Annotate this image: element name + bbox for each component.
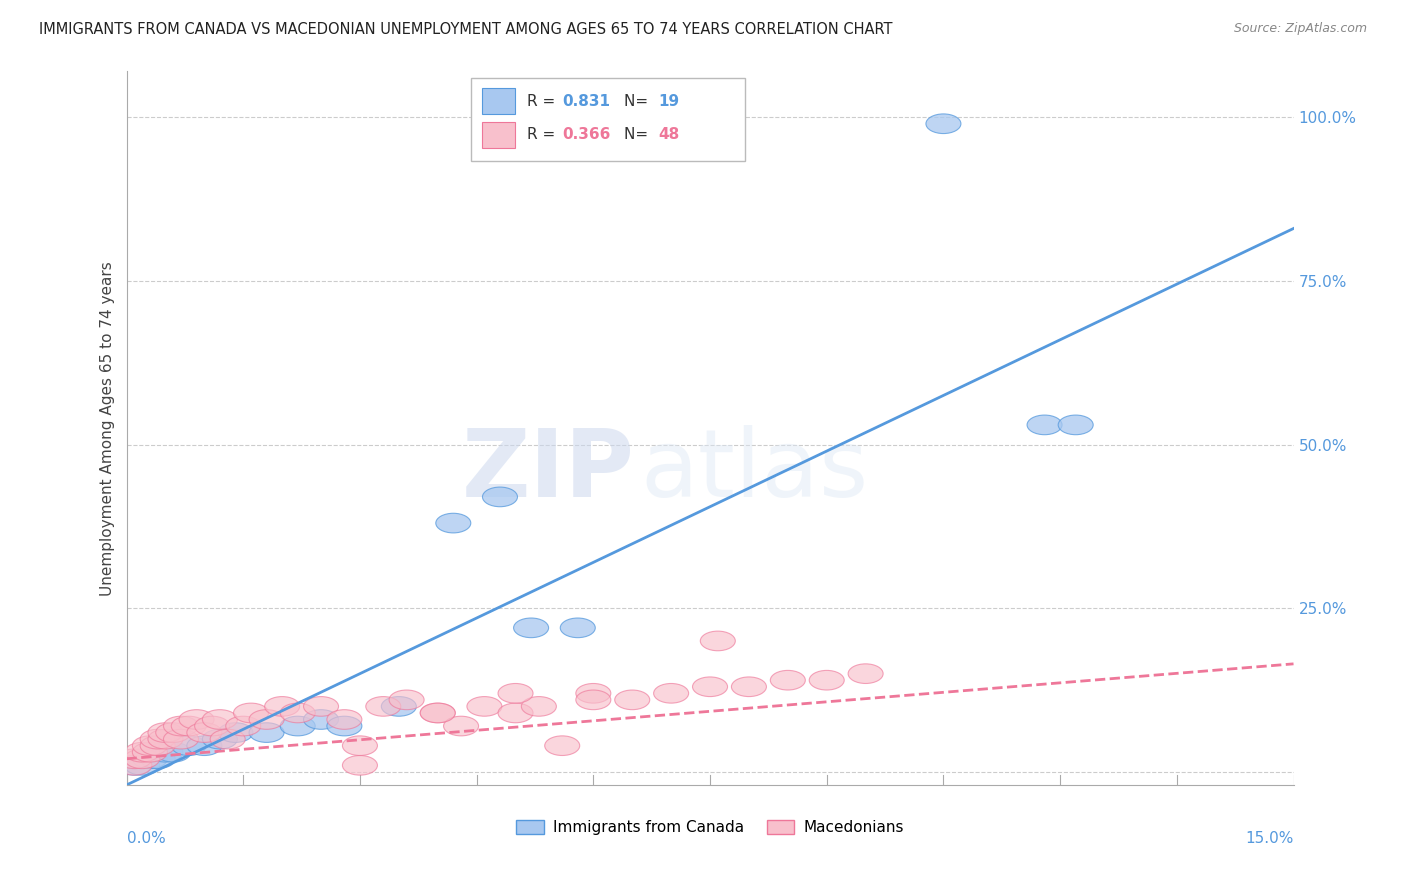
Text: 48: 48 (658, 128, 681, 143)
Ellipse shape (731, 677, 766, 697)
Ellipse shape (209, 730, 245, 749)
Ellipse shape (163, 730, 198, 749)
Ellipse shape (513, 618, 548, 638)
Ellipse shape (522, 697, 557, 716)
Ellipse shape (443, 716, 478, 736)
Ellipse shape (233, 703, 269, 723)
Text: atlas: atlas (640, 425, 869, 517)
FancyBboxPatch shape (482, 88, 515, 114)
Ellipse shape (226, 716, 260, 736)
Ellipse shape (218, 723, 253, 742)
Ellipse shape (560, 618, 595, 638)
Ellipse shape (420, 703, 456, 723)
Ellipse shape (141, 736, 176, 756)
Ellipse shape (125, 742, 160, 762)
Ellipse shape (202, 710, 238, 730)
Ellipse shape (1059, 415, 1094, 434)
Ellipse shape (693, 677, 727, 697)
Ellipse shape (498, 703, 533, 723)
Ellipse shape (125, 749, 160, 769)
Ellipse shape (132, 749, 167, 769)
Ellipse shape (132, 742, 167, 762)
Ellipse shape (810, 671, 844, 690)
Ellipse shape (389, 690, 425, 710)
Ellipse shape (576, 690, 610, 710)
Ellipse shape (304, 710, 339, 730)
Ellipse shape (467, 697, 502, 716)
Ellipse shape (264, 697, 299, 716)
Ellipse shape (304, 697, 339, 716)
Ellipse shape (482, 487, 517, 507)
Legend: Immigrants from Canada, Macedonians: Immigrants from Canada, Macedonians (510, 814, 910, 841)
Text: R =: R = (527, 128, 560, 143)
Text: R =: R = (527, 94, 560, 109)
Text: 19: 19 (658, 94, 681, 109)
Ellipse shape (179, 710, 214, 730)
Ellipse shape (117, 756, 152, 775)
Y-axis label: Unemployment Among Ages 65 to 74 years: Unemployment Among Ages 65 to 74 years (100, 260, 115, 596)
Ellipse shape (366, 697, 401, 716)
Text: 0.366: 0.366 (562, 128, 610, 143)
Text: 15.0%: 15.0% (1246, 831, 1294, 847)
Ellipse shape (343, 736, 377, 756)
Ellipse shape (381, 697, 416, 716)
Ellipse shape (202, 730, 238, 749)
Ellipse shape (187, 723, 222, 742)
Ellipse shape (148, 730, 183, 749)
Ellipse shape (770, 671, 806, 690)
Text: N=: N= (624, 128, 652, 143)
Ellipse shape (498, 683, 533, 703)
FancyBboxPatch shape (482, 122, 515, 148)
Ellipse shape (148, 723, 183, 742)
Ellipse shape (156, 723, 191, 742)
Ellipse shape (163, 716, 198, 736)
Ellipse shape (326, 716, 361, 736)
Ellipse shape (141, 730, 176, 749)
Ellipse shape (848, 664, 883, 683)
Ellipse shape (326, 710, 361, 730)
Text: ZIP: ZIP (461, 425, 634, 517)
Ellipse shape (614, 690, 650, 710)
Text: 0.0%: 0.0% (127, 831, 166, 847)
Ellipse shape (280, 703, 315, 723)
Ellipse shape (172, 736, 207, 756)
Ellipse shape (172, 716, 207, 736)
Ellipse shape (117, 749, 152, 769)
Ellipse shape (249, 723, 284, 742)
Ellipse shape (420, 703, 456, 723)
Ellipse shape (576, 683, 610, 703)
Ellipse shape (117, 756, 152, 775)
Text: 0.831: 0.831 (562, 94, 610, 109)
Ellipse shape (125, 756, 160, 775)
Ellipse shape (436, 513, 471, 533)
Ellipse shape (148, 742, 183, 762)
Ellipse shape (280, 716, 315, 736)
Ellipse shape (187, 736, 222, 756)
Text: IMMIGRANTS FROM CANADA VS MACEDONIAN UNEMPLOYMENT AMONG AGES 65 TO 74 YEARS CORR: IMMIGRANTS FROM CANADA VS MACEDONIAN UNE… (39, 22, 893, 37)
Ellipse shape (132, 736, 167, 756)
Ellipse shape (654, 683, 689, 703)
Text: N=: N= (624, 94, 652, 109)
Text: Source: ZipAtlas.com: Source: ZipAtlas.com (1233, 22, 1367, 36)
Ellipse shape (700, 632, 735, 651)
Ellipse shape (141, 749, 176, 769)
Ellipse shape (927, 114, 960, 134)
FancyBboxPatch shape (471, 78, 745, 161)
Ellipse shape (343, 756, 377, 775)
Ellipse shape (544, 736, 579, 756)
Ellipse shape (194, 716, 229, 736)
Ellipse shape (1026, 415, 1062, 434)
Ellipse shape (156, 742, 191, 762)
Ellipse shape (249, 710, 284, 730)
